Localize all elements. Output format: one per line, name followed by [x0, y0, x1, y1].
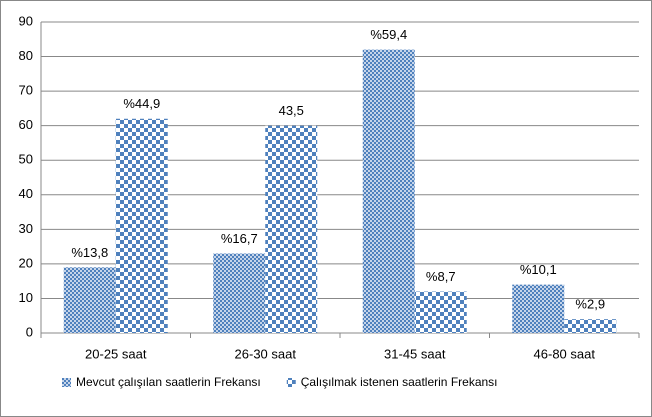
y-tick-label: 20	[19, 255, 33, 270]
bar	[362, 49, 415, 334]
bar	[115, 118, 168, 333]
legend-label: Mevcut çalışılan saatlerin Frekansı	[76, 375, 261, 389]
bar	[512, 284, 565, 333]
y-tick-label: 70	[19, 83, 33, 98]
value-label: %13,8	[71, 245, 108, 260]
y-tick-label: 80	[19, 48, 33, 63]
bar	[265, 125, 318, 334]
y-tick-label: 50	[19, 152, 33, 167]
y-tick-label: 0	[26, 324, 33, 339]
legend-swatch	[286, 378, 296, 387]
y-tick-label: 10	[19, 290, 33, 305]
y-tick-label: 40	[19, 186, 33, 201]
x-tick-label: 20-25 saat	[85, 346, 147, 361]
y-tick-label: 60	[19, 117, 33, 132]
x-tick-label: 46-80 saat	[534, 346, 596, 361]
value-label: %2,9	[575, 297, 605, 312]
bar	[63, 267, 116, 333]
value-label: %44,9	[123, 96, 160, 111]
bar	[213, 253, 266, 333]
value-label: %10,1	[520, 262, 557, 277]
bar	[564, 319, 617, 333]
value-label: 43,5	[279, 103, 304, 118]
bar	[414, 291, 467, 333]
value-label: %16,7	[221, 231, 258, 246]
x-tick-label: 26-30 saat	[235, 346, 297, 361]
legend-label: Çalışılmak istenen saatlerin Frekansı	[301, 375, 498, 389]
value-label: %59,4	[370, 27, 407, 42]
legend-swatch	[62, 378, 71, 387]
value-label: %8,7	[426, 269, 456, 284]
y-tick-label: 90	[19, 13, 33, 28]
x-tick-label: 31-45 saat	[384, 346, 446, 361]
y-tick-label: 30	[19, 221, 33, 236]
